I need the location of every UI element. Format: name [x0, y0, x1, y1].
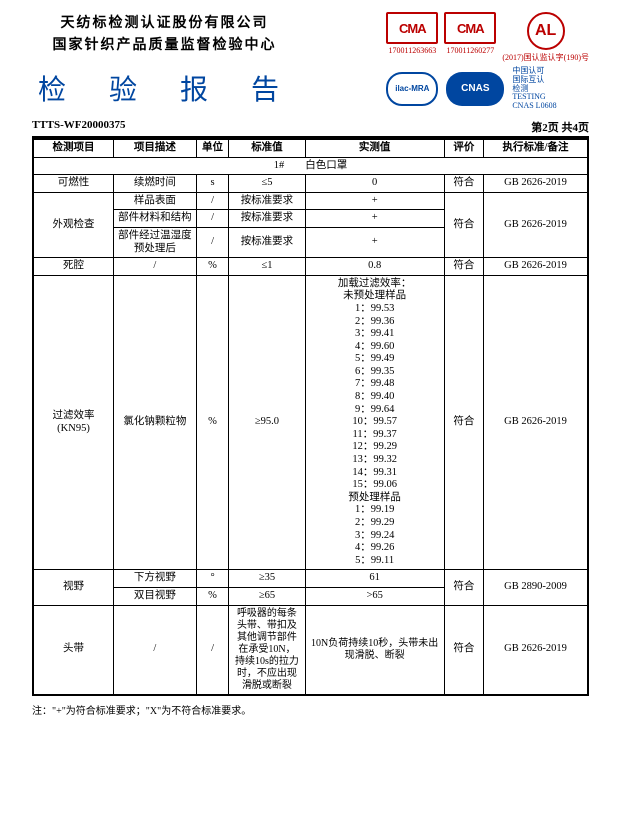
- cell-item: 头带: [33, 605, 114, 695]
- cell-eval: 符合: [444, 605, 483, 695]
- report-no: TTTS-WF20000375: [32, 119, 126, 135]
- table-header-row: 检测项目 项目描述 单位 标准值 实测值 评价 执行标准/备注: [33, 139, 588, 157]
- header: 天纺标检测认证股份有限公司 国家针织产品质量监督检验中心 检 验 报 告 CMA…: [32, 12, 589, 111]
- report-table: 检测项目 项目描述 单位 标准值 实测值 评价 执行标准/备注 1# 白色口罩 …: [32, 138, 589, 696]
- page-info: 第2页 共4页: [531, 119, 589, 135]
- cell-desc: /: [114, 258, 197, 276]
- cell-meas-filter: 加载过滤效率：未预处理样品1：99.532：99.363：99.414：99.6…: [305, 275, 444, 570]
- th-meas: 实测值: [305, 139, 444, 157]
- cell-meas: 10N负荷持续10秒，头带未出现滑脱、断裂: [305, 605, 444, 695]
- th-eval: 评价: [444, 139, 483, 157]
- cell-std: ≥95.0: [229, 275, 305, 570]
- cell-eval: 符合: [444, 192, 483, 257]
- report-title: 检 验 报 告: [38, 68, 297, 108]
- cell-desc: 样品表面: [114, 192, 197, 210]
- ilac-icon: ilac-MRA: [386, 72, 438, 106]
- logo-row-1: CMA 170011263663 CMA 170011260277 AL (20…: [386, 12, 589, 63]
- al-num: (2017)国认监认字(190)号: [502, 52, 589, 63]
- al-badge: AL (2017)国认监认字(190)号: [502, 12, 589, 63]
- cell-unit: %: [196, 275, 229, 570]
- cell-item: 外观检查: [33, 192, 114, 257]
- cell-unit: /: [196, 605, 229, 695]
- al-icon: AL: [527, 12, 565, 50]
- cell-meas: +: [305, 210, 444, 228]
- footnote: 注："+"为符合标准要求；"X"为不符合标准要求。: [32, 702, 589, 717]
- cell-desc: 双目视野: [114, 587, 197, 605]
- th-unit: 单位: [196, 139, 229, 157]
- cnas-text: 中国认可 国际互认 检测 TESTING CNAS L0608: [512, 67, 556, 111]
- table-row: 视野 下方视野 ° ≥35 61 符合 GB 2890-2009: [33, 570, 588, 588]
- cell-desc: /: [114, 605, 197, 695]
- cell-item: 视野: [33, 570, 114, 605]
- cell-desc: 下方视野: [114, 570, 197, 588]
- cell-meas: 0.8: [305, 258, 444, 276]
- cell-unit: %: [196, 587, 229, 605]
- sample-label: 1# 白色口罩: [33, 157, 588, 175]
- cma-icon: CMA: [444, 12, 496, 44]
- cell-ref: GB 2626-2019: [483, 175, 588, 193]
- logo-row-2: ilac-MRA CNAS 中国认可 国际互认 检测 TESTING CNAS …: [386, 67, 556, 111]
- cell-std: ≤5: [229, 175, 305, 193]
- cell-unit: s: [196, 175, 229, 193]
- cnas-icon: CNAS: [446, 72, 504, 106]
- institution-line-2: 国家针织产品质量监督检验中心: [53, 34, 277, 54]
- cnas-text-5: CNAS L0608: [512, 102, 556, 111]
- table-row: 死腔 / % ≤1 0.8 符合 GB 2626-2019: [33, 258, 588, 276]
- institution-line-1: 天纺标检测认证股份有限公司: [61, 12, 269, 32]
- cell-item: 可燃性: [33, 175, 114, 193]
- cell-ref: GB 2626-2019: [483, 605, 588, 695]
- th-item: 检测项目: [33, 139, 114, 157]
- cma2-num: 170011260277: [446, 46, 494, 55]
- cell-desc: 部件材料和结构: [114, 210, 197, 228]
- cell-ref: GB 2626-2019: [483, 192, 588, 257]
- cell-std: 按标准要求: [229, 210, 305, 228]
- cell-item: 死腔: [33, 258, 114, 276]
- cell-eval: 符合: [444, 258, 483, 276]
- cell-eval: 符合: [444, 175, 483, 193]
- cell-meas: +: [305, 227, 444, 257]
- cell-std: ≤1: [229, 258, 305, 276]
- cell-ref: GB 2626-2019: [483, 258, 588, 276]
- cell-unit: °: [196, 570, 229, 588]
- cell-std: 按标准要求: [229, 192, 305, 210]
- doc-info-bar: TTTS-WF20000375 第2页 共4页: [32, 119, 589, 138]
- logos: CMA 170011263663 CMA 170011260277 AL (20…: [386, 12, 589, 111]
- cell-desc: 氯化钠颗粒物: [114, 275, 197, 570]
- cell-std: ≥35: [229, 570, 305, 588]
- cma-badge-2: CMA 170011260277: [444, 12, 496, 55]
- cell-meas: 0: [305, 175, 444, 193]
- cell-meas: >65: [305, 587, 444, 605]
- cma-badge-1: CMA 170011263663: [386, 12, 438, 55]
- cell-unit: /: [196, 192, 229, 210]
- cell-desc: 续燃时间: [114, 175, 197, 193]
- cma1-num: 170011263663: [388, 46, 436, 55]
- th-desc: 项目描述: [114, 139, 197, 157]
- table-row: 可燃性 续燃时间 s ≤5 0 符合 GB 2626-2019: [33, 175, 588, 193]
- cell-eval: 符合: [444, 570, 483, 605]
- cell-meas: +: [305, 192, 444, 210]
- cell-unit: /: [196, 227, 229, 257]
- cell-ref: GB 2626-2019: [483, 275, 588, 570]
- th-ref: 执行标准/备注: [483, 139, 588, 157]
- cell-eval: 符合: [444, 275, 483, 570]
- cell-std: ≥65: [229, 587, 305, 605]
- table-row: 外观检查 样品表面 / 按标准要求 + 符合 GB 2626-2019: [33, 192, 588, 210]
- table-row: 头带 / / 呼吸器的每条头带、带扣及其他调节部件在承受10N，持续10s的拉力…: [33, 605, 588, 695]
- table-row: 过滤效率 (KN95) 氯化钠颗粒物 % ≥95.0 加载过滤效率：未预处理样品…: [33, 275, 588, 570]
- cell-unit: /: [196, 210, 229, 228]
- header-left: 天纺标检测认证股份有限公司 国家针织产品质量监督检验中心 检 验 报 告: [32, 12, 297, 108]
- cell-std: 按标准要求: [229, 227, 305, 257]
- cell-meas: 61: [305, 570, 444, 588]
- cell-desc: 部件经过温湿度预处理后: [114, 227, 197, 257]
- cell-ref: GB 2890-2009: [483, 570, 588, 605]
- th-std: 标准值: [229, 139, 305, 157]
- sample-row: 1# 白色口罩: [33, 157, 588, 175]
- cell-unit: %: [196, 258, 229, 276]
- cell-item: 过滤效率 (KN95): [33, 275, 114, 570]
- cma-icon: CMA: [386, 12, 438, 44]
- cell-std: 呼吸器的每条头带、带扣及其他调节部件在承受10N，持续10s的拉力时，不应出现滑…: [229, 605, 305, 695]
